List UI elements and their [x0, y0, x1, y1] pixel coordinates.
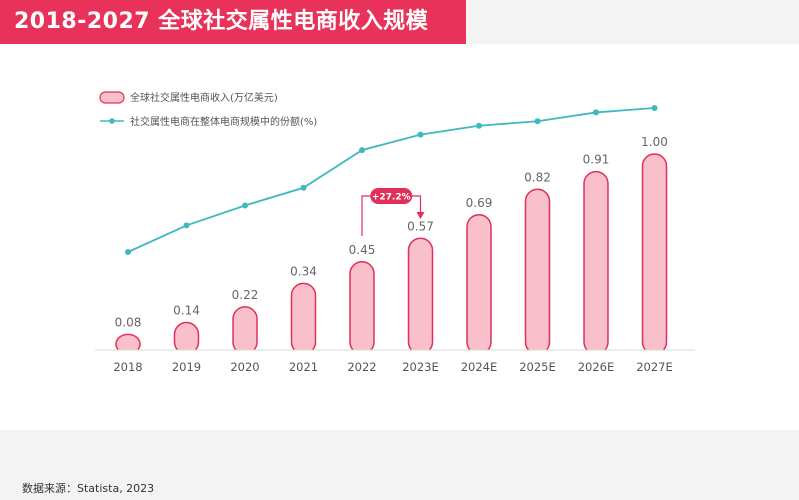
legend-bar-label: 全球社交属性电商收入(万亿美元): [130, 91, 278, 104]
bar-label-2019: 0.14: [173, 304, 200, 318]
share-point-2026E: [593, 109, 599, 116]
x-tick-label-2024E: 2024E: [461, 360, 498, 374]
bar-label-2018: 0.08: [115, 315, 142, 329]
bar-2020: [232, 306, 258, 355]
share-point-2025E: [534, 118, 541, 125]
growth-callout-label: +27.2%: [372, 193, 411, 203]
source-note: 数据来源：Statista, 2023: [22, 482, 155, 495]
bar-label-2024E: 0.69: [466, 196, 493, 210]
bar-2024E: [466, 214, 492, 355]
share-point-2027E: [651, 105, 658, 111]
bar-label-2025E: 0.82: [524, 170, 551, 184]
bar-2022: [349, 261, 375, 355]
bar-label-2022: 0.45: [349, 243, 376, 257]
bar-2019: [173, 321, 200, 355]
share-point-2019: [183, 222, 190, 229]
share-point-2021: [300, 184, 307, 191]
share-point-2020: [242, 202, 248, 209]
legend-line-marker: [109, 118, 115, 124]
legend-bar-swatch: [99, 91, 125, 104]
x-tick-label-2022: 2022: [347, 360, 376, 374]
chart: 全球社交属性电商收入(万亿美元) 社交属性电商在整体电商规模中的份额(%) 0.08…: [95, 91, 695, 374]
share-point-2018: [125, 249, 131, 255]
share-point-2023E: [417, 131, 424, 138]
share-line: [127, 107, 655, 253]
share-point-2022: [359, 147, 365, 154]
bar-2027E: [641, 153, 668, 355]
bar-2025E: [524, 188, 551, 355]
x-tick-label-2020: 2020: [230, 360, 259, 374]
bar-label-2026E: 0.91: [583, 153, 610, 167]
bar-label-2027E: 1.00: [641, 135, 668, 149]
growth-callout-pill: [370, 188, 413, 204]
bar-label-2023E: 0.57: [407, 219, 434, 233]
baseline-mask: [95, 350, 695, 357]
legend-line-label: 社交属性电商在整体电商规模中的份额(%): [130, 115, 317, 128]
growth-callout-arrowhead: [416, 212, 425, 219]
page-title: 2018-2027 全球社交属性电商收入规模: [0, 0, 466, 44]
x-tick-label-2019: 2019: [172, 360, 201, 374]
x-tick-label-2018: 2018: [113, 360, 142, 374]
bar-2026E: [583, 170, 609, 355]
x-tick-label-2021: 2021: [289, 360, 318, 374]
chart-panel: 全球社交属性电商收入(万亿美元) 社交属性电商在整体电商规模中的份额(%) 0.08…: [0, 44, 799, 430]
x-tick-label-2023E: 2023E: [402, 360, 439, 374]
bar-label-2021: 0.34: [290, 264, 317, 278]
x-tick-label-2027E: 2027E: [636, 360, 673, 374]
bar-2021: [290, 282, 317, 355]
bar-2023E: [407, 237, 434, 355]
x-tick-label-2026E: 2026E: [578, 360, 615, 374]
bar-label-2020: 0.22: [232, 288, 259, 302]
share-point-2024E: [476, 122, 482, 129]
x-tick-label-2025E: 2025E: [519, 360, 556, 374]
